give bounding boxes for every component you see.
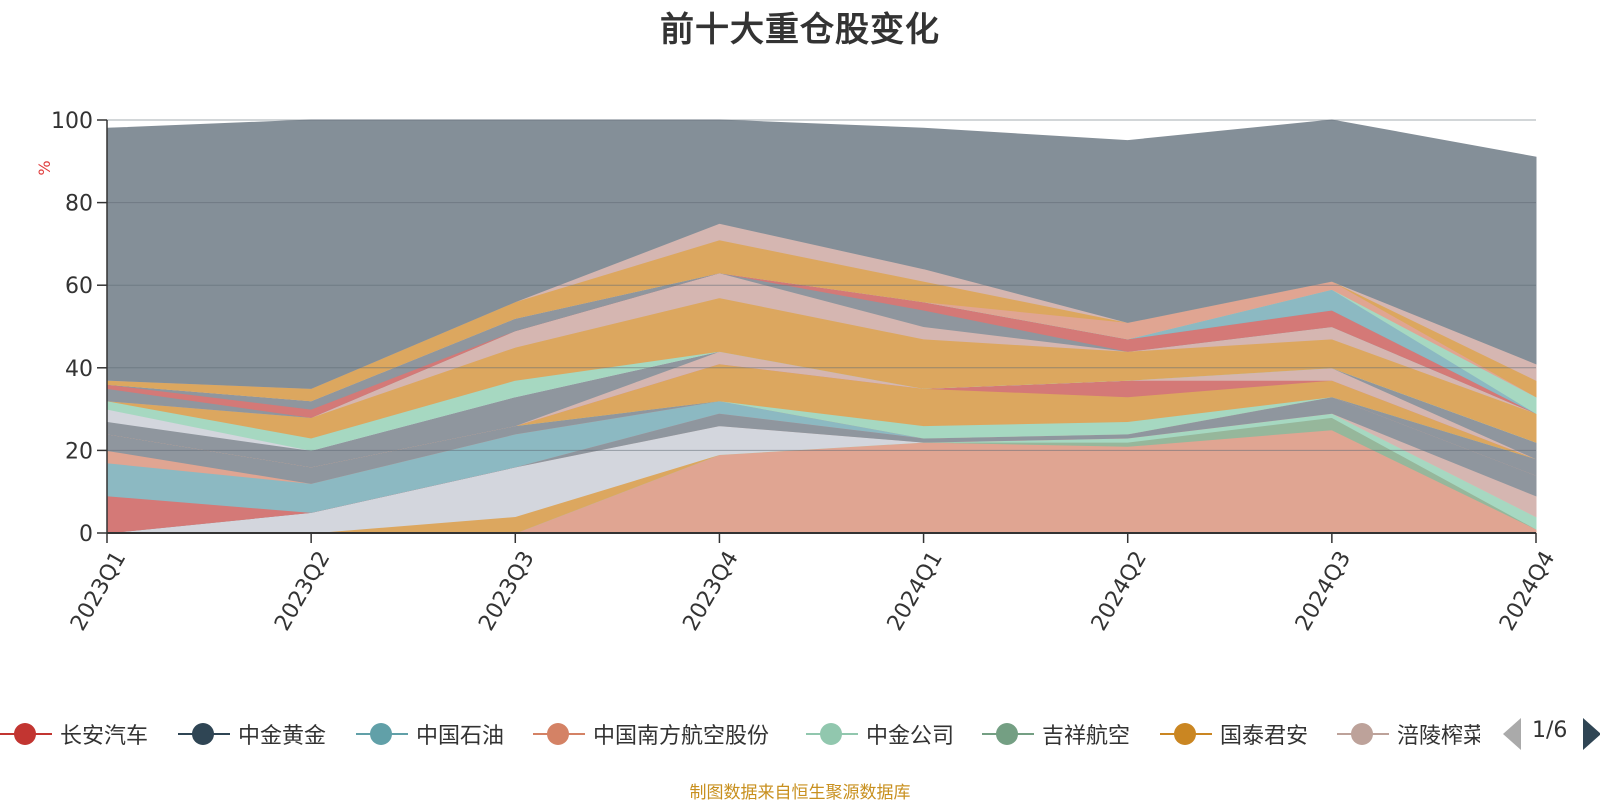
legend-marker-icon xyxy=(0,720,52,748)
legend-label: 中金公司 xyxy=(866,724,955,749)
x-tick-label: 2024Q1 xyxy=(883,547,948,635)
legend-item[interactable]: 吉祥航空 xyxy=(982,716,1130,752)
legend-marker-icon xyxy=(356,720,408,748)
legend-page-indicator: 1/6 xyxy=(1532,718,1568,743)
y-tick-label: 20 xyxy=(65,439,93,464)
area-layers xyxy=(106,119,1537,534)
x-tick-label: 2024Q4 xyxy=(1495,547,1560,635)
legend-marker-icon xyxy=(533,720,585,748)
grid-lines xyxy=(107,119,1536,451)
legend-label: 涪陵榨菜 xyxy=(1397,724,1480,749)
legend-label: 中国石油 xyxy=(416,724,505,749)
legend-marker-icon xyxy=(1160,720,1212,748)
legend-item[interactable]: 长安汽车 xyxy=(0,716,148,752)
legend-marker-icon xyxy=(178,720,230,748)
legend-item[interactable]: 中金公司 xyxy=(806,716,954,752)
y-tick-label: 100 xyxy=(51,109,93,134)
legend-label: 中金黄金 xyxy=(238,724,327,749)
legend-item[interactable]: 国泰君安 xyxy=(1160,716,1308,752)
legend-item[interactable]: 中国石油 xyxy=(356,716,504,752)
x-tick-label: 2023Q2 xyxy=(270,547,335,635)
x-tick-label: 2023Q4 xyxy=(678,547,743,635)
legend-label: 中国南方航空股份 xyxy=(593,724,770,749)
legend-marker-icon xyxy=(806,720,858,748)
y-tick-label: 0 xyxy=(79,522,93,547)
legend-label: 国泰君安 xyxy=(1220,724,1309,749)
x-tick-label: 2024Q3 xyxy=(1291,547,1356,635)
legend-marker-icon xyxy=(982,720,1034,748)
legend-prev-page-icon[interactable] xyxy=(1503,718,1521,750)
legend: 长安汽车 中金黄金 中国石油 中国南方航空股份 中金公司 吉祥航空 国泰君安 涪陵榨菜 xyxy=(0,716,1600,752)
chart-title: 前十大重仓股变化 xyxy=(660,10,940,50)
x-tick-label: 2023Q3 xyxy=(474,547,539,635)
legend-label: 吉祥航空 xyxy=(1042,724,1131,749)
y-axis-label: % xyxy=(35,160,54,175)
legend-next-page-icon[interactable] xyxy=(1583,718,1600,750)
legend-label: 长安汽车 xyxy=(60,724,149,749)
data-source-note: 制图数据来自恒生聚源数据库 xyxy=(689,783,911,803)
x-tick-label: 2024Q2 xyxy=(1087,547,1152,635)
legend-item[interactable]: 中金黄金 xyxy=(178,716,326,752)
legend-items: 长安汽车 中金黄金 中国石油 中国南方航空股份 中金公司 吉祥航空 国泰君安 涪陵榨菜 xyxy=(0,716,1480,752)
area-chart: 0 20 40 60 80 100 2023Q1 2023Q2 2023Q3 2023Q4 2024… xyxy=(35,109,1560,635)
legend-item[interactable]: 涪陵榨菜 xyxy=(1337,716,1480,752)
y-tick-label: 40 xyxy=(65,357,93,382)
legend-item[interactable]: 中国南方航空股份 xyxy=(533,716,769,752)
x-tick-label: 2023Q1 xyxy=(66,547,131,635)
y-tick-label: 80 xyxy=(65,192,93,217)
y-tick-label: 60 xyxy=(65,274,93,299)
legend-marker-icon xyxy=(1337,720,1389,748)
